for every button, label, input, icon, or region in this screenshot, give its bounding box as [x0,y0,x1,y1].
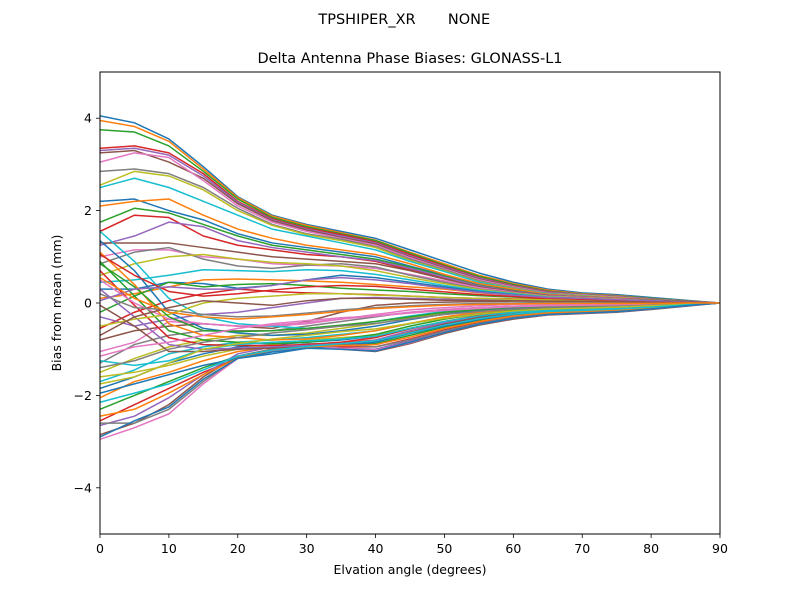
y-tick-label: −4 [74,480,92,495]
series-line-s58 [100,302,720,369]
x-tick-label: 0 [96,541,104,556]
x-tick-label: 80 [643,541,659,556]
x-tick-label: 60 [505,541,521,556]
series-line-s48 [100,293,720,318]
x-tick-label: 90 [712,541,728,556]
x-tick-label: 30 [299,541,315,556]
y-axis-ticks: −4 −2 0 2 4 [74,111,100,495]
x-axis-ticks: 0 10 20 30 40 50 60 70 80 90 [96,534,728,556]
y-tick-label: −2 [74,388,92,403]
series-line-s34 [100,302,720,422]
series-line-s01 [100,115,720,304]
x-tick-label: 40 [368,541,384,556]
chart-title: Delta Antenna Phase Biases: GLONASS-L1 [257,51,562,67]
x-axis-label: Elvation angle (degrees) [333,562,486,577]
x-tick-label: 10 [161,541,177,556]
x-tick-label: 20 [230,541,246,556]
y-tick-label: 4 [84,111,92,126]
series-line-s57 [100,302,720,357]
series-group [100,115,720,441]
y-tick-label: 0 [84,296,92,311]
y-axis-label: Bias from mean (mm) [49,235,64,372]
suptitle-model: TPSHIPER_XR [317,12,415,28]
y-tick-label: 2 [84,203,92,218]
series-line-s59 [100,302,720,385]
series-line-s62 [100,276,720,320]
series-line-s38 [100,302,720,424]
series-line-s56 [100,297,720,337]
suptitle-radome: NONE [448,12,490,28]
series-line-s61 [100,302,720,438]
series-line-s55 [100,276,720,304]
x-tick-label: 70 [574,541,590,556]
series-line-s52 [100,302,720,417]
series-line-s60 [100,302,720,404]
x-tick-label: 50 [436,541,452,556]
